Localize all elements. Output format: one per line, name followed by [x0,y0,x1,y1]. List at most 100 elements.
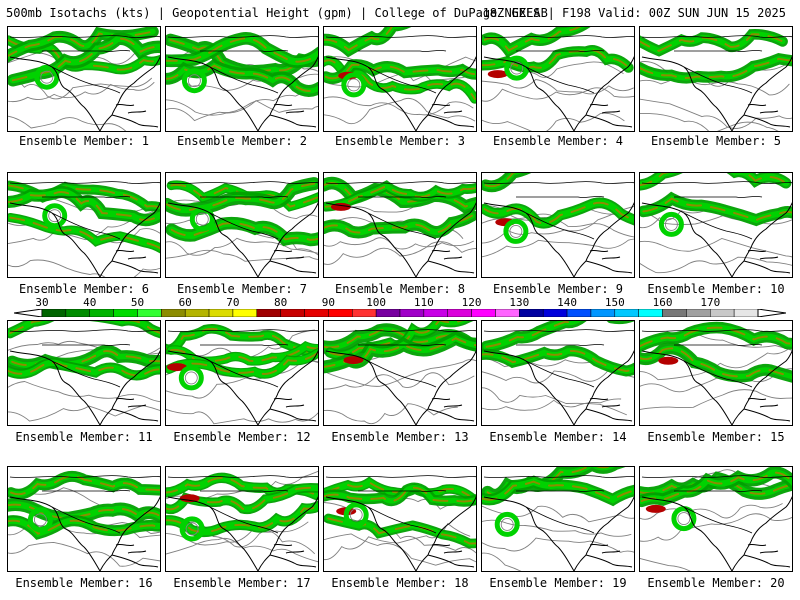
coastline [731,496,792,571]
ensemble-member-label: Ensemble Member: 5 [650,134,782,148]
political-border [325,475,476,478]
colorbar-tick-label: 50 [130,296,145,309]
coastline [601,256,621,260]
coastline [111,408,159,422]
height-contour [347,78,361,92]
political-border [367,360,437,388]
map-canvas [324,176,476,277]
height-contour [640,513,792,542]
height-contour [195,212,209,226]
height-contour [482,537,634,553]
colorbar-swatch [304,309,329,317]
ensemble-member-label: Ensemble Member: 12 [173,430,311,444]
map-canvas [482,321,634,425]
coastline [747,397,767,401]
coastline [273,103,293,107]
closed-low [341,72,367,98]
height-contour [640,256,792,274]
colorbar-swatch [495,309,520,317]
political-border [516,344,605,346]
colorbar-swatch [733,309,759,317]
ensemble-member-label: Ensemble Member: 13 [331,430,469,444]
closed-low [34,64,60,90]
closed-low [178,365,204,391]
colorbar-tick-label: 60 [178,296,192,309]
coastline [99,202,160,277]
isotach-core [10,475,160,496]
isotach-core [483,27,582,52]
colorbar-swatches [14,309,786,317]
political-border [209,360,279,388]
coastline [641,202,733,277]
map-canvas [8,470,160,571]
colorbar-swatch [686,309,711,317]
coastline [257,56,318,131]
ensemble-member-map [481,172,635,278]
colorbar-swatch [375,309,401,317]
political-border [641,329,792,332]
coastline [127,550,147,554]
isotach-core [324,63,476,80]
coastline [443,550,463,554]
ensemble-member-map [7,172,161,278]
coastline [415,496,476,571]
political-border [516,50,605,52]
coastline [167,350,259,425]
coastline [257,496,318,571]
ensemble-member-map [165,172,319,278]
coastline [585,554,633,568]
political-border [525,506,595,534]
political-border [9,329,160,332]
map-canvas [8,180,160,277]
political-border [641,475,792,478]
height-contour [324,97,476,125]
colorbar-tick-label: 100 [366,296,387,309]
height-contour [500,517,514,531]
height-contour [8,76,153,100]
isotach-core [483,201,634,225]
ensemble-member-map [639,172,793,278]
colorbar-tick-label: 130 [509,296,530,309]
political-border [358,344,447,346]
wind-maximum [179,494,200,503]
coastline [427,114,475,128]
height-contour [184,371,198,385]
isotach-core [166,37,318,63]
isotach-core [8,519,160,535]
colorbar-tick-label: 90 [321,296,336,309]
political-border [683,212,753,240]
political-border [683,506,753,534]
coastline [127,256,147,260]
ensemble-member-map [7,466,161,572]
colorbar-swatch [519,309,544,317]
height-contour [8,381,160,403]
height-contour [482,519,632,537]
coastline [9,496,101,571]
colorbar-tick-label: 120 [461,296,482,309]
coastline [743,114,791,128]
ensemble-member-map [323,172,477,278]
height-contour [324,533,476,566]
map-canvas [166,323,318,425]
coastline [325,350,417,425]
coastline [9,202,101,277]
colorbar-swatch [208,309,234,317]
height-contour [640,98,792,129]
political-border [641,181,792,184]
colorbar-tick-label: 160 [652,296,673,309]
colorbar-tick-label: 110 [413,296,434,309]
map-canvas [482,27,634,131]
political-border [51,506,121,534]
coastline [257,202,318,277]
isotach-core [328,321,464,356]
coastline [427,408,475,422]
ensemble-member-map [639,26,793,132]
political-border [325,329,476,332]
colorbar-swatch [89,309,114,317]
coastline [641,496,733,571]
coastline [273,543,293,547]
political-border [9,475,160,478]
political-border [683,66,753,94]
height-contour [509,224,523,238]
closed-low [27,507,53,533]
